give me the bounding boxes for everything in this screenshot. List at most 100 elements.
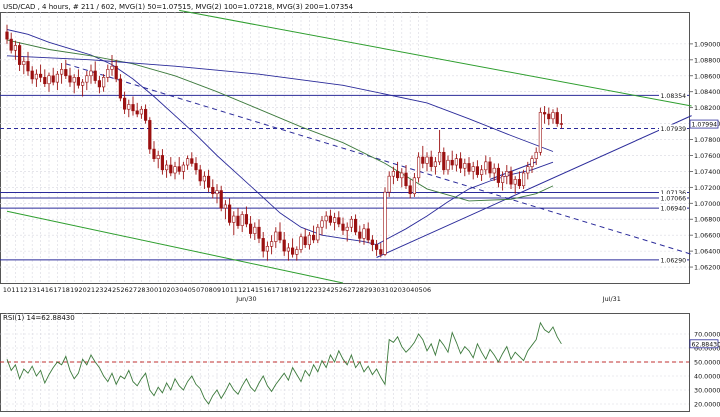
candle xyxy=(429,150,433,172)
time-tick-label: 28 xyxy=(137,286,145,294)
candle xyxy=(454,153,459,172)
candle-body-down xyxy=(496,167,501,183)
candle xyxy=(123,91,127,115)
candle-body-up xyxy=(307,234,312,246)
candle xyxy=(484,155,488,175)
candle-body-down xyxy=(144,108,148,121)
chart-title: USD/CAD , 4 hours, # 211 / 602, MVG(1) 5… xyxy=(3,3,354,11)
candle-body-down xyxy=(236,215,240,226)
candle-body-down xyxy=(194,163,198,171)
trendline-rising-support xyxy=(376,115,692,258)
time-tick-label: 25 xyxy=(112,286,120,294)
candle-body-down xyxy=(118,78,122,99)
candle-body-up xyxy=(299,236,303,250)
price-level-tag xyxy=(659,194,687,203)
time-tick-label: 01 xyxy=(154,286,162,294)
candle xyxy=(240,211,244,232)
candle xyxy=(173,161,177,180)
candle-body-down xyxy=(190,158,194,164)
candle-body-up xyxy=(362,228,366,239)
candle-body-down xyxy=(542,112,547,115)
time-tick-label: 10 xyxy=(221,286,229,294)
candle-body-down xyxy=(421,156,425,164)
rsi-last-value-tag xyxy=(689,339,719,349)
price-tick-label: 1.06600 xyxy=(694,232,720,240)
price-tick-label: 1.08200 xyxy=(694,104,720,112)
candle-body-up xyxy=(433,161,438,167)
candle-body-up xyxy=(181,164,186,172)
candle xyxy=(148,117,152,154)
candle xyxy=(278,222,282,244)
time-tick-label: 10 xyxy=(3,286,11,294)
horizontal-levels xyxy=(0,94,689,261)
candle-body-down xyxy=(404,172,408,187)
time-tick-label: 11 xyxy=(230,286,238,294)
candle xyxy=(152,141,156,162)
moving-averages xyxy=(6,29,554,246)
candle xyxy=(17,42,22,71)
candle-body-up xyxy=(173,166,177,174)
candle-body-up xyxy=(437,151,442,163)
candle-body-down xyxy=(9,38,13,51)
candle xyxy=(81,78,85,97)
rsi-tick-label: 70.00000 xyxy=(694,331,720,339)
candle-body-up xyxy=(295,249,299,255)
candle xyxy=(38,64,43,83)
candle-body-up xyxy=(387,175,391,193)
candle-body-up xyxy=(274,231,278,242)
candle-body-down xyxy=(198,169,202,182)
candle xyxy=(404,165,408,189)
price-tick-label: 1.08600 xyxy=(694,72,720,80)
candle-body-down xyxy=(303,236,307,246)
candle xyxy=(555,107,559,127)
candle xyxy=(186,155,190,170)
candle-body-down xyxy=(26,61,30,72)
candle-body-down xyxy=(429,156,433,167)
candle xyxy=(421,145,425,169)
moving-average-3 xyxy=(6,55,554,152)
candle xyxy=(320,216,324,236)
candle-body-up xyxy=(215,190,219,195)
price-axis: 1.06200 1.06400 1.06600 1.06800 1.07000 1.072… xyxy=(689,40,720,272)
time-tick-label: 17 xyxy=(272,286,280,294)
time-tick-label: 06 xyxy=(423,286,431,294)
candle xyxy=(156,150,160,169)
candle xyxy=(467,157,471,175)
candle xyxy=(72,74,76,94)
candle xyxy=(471,161,475,180)
candle xyxy=(114,59,118,83)
candle xyxy=(395,161,400,181)
price-level-label: 1.07066 xyxy=(661,196,687,203)
candle xyxy=(160,149,165,175)
candle-body-down xyxy=(395,171,400,179)
time-tick-label: 31 xyxy=(381,286,389,294)
candle-body-down xyxy=(475,166,480,175)
candle xyxy=(412,173,417,197)
rsi-title: RSI(1) 14=62.88430 xyxy=(3,314,75,322)
candle-body-down xyxy=(311,234,316,241)
candle-body-down xyxy=(5,31,9,40)
price-level-label: 1.07939 xyxy=(661,126,687,133)
candle xyxy=(391,166,396,185)
candle xyxy=(144,104,148,124)
candle xyxy=(433,157,438,175)
candle xyxy=(547,107,551,126)
trendline-dashed-channel xyxy=(65,63,692,255)
candle xyxy=(169,157,173,177)
candle xyxy=(59,63,64,84)
candle-body-up xyxy=(471,166,475,172)
rsi-last-value-label: 62.88430 xyxy=(692,341,720,348)
candle xyxy=(93,61,97,84)
price-tick-label: 1.07800 xyxy=(694,136,720,144)
candle-body-up xyxy=(500,175,505,183)
candle xyxy=(219,185,223,212)
candle-body-down xyxy=(219,190,223,209)
candle-body-down xyxy=(17,45,22,65)
time-tick-label: 14 xyxy=(247,286,255,294)
time-tick-label: 25 xyxy=(331,286,339,294)
candle xyxy=(349,216,354,232)
candle xyxy=(43,69,47,87)
candle xyxy=(64,59,68,79)
moving-average-2 xyxy=(6,39,554,202)
